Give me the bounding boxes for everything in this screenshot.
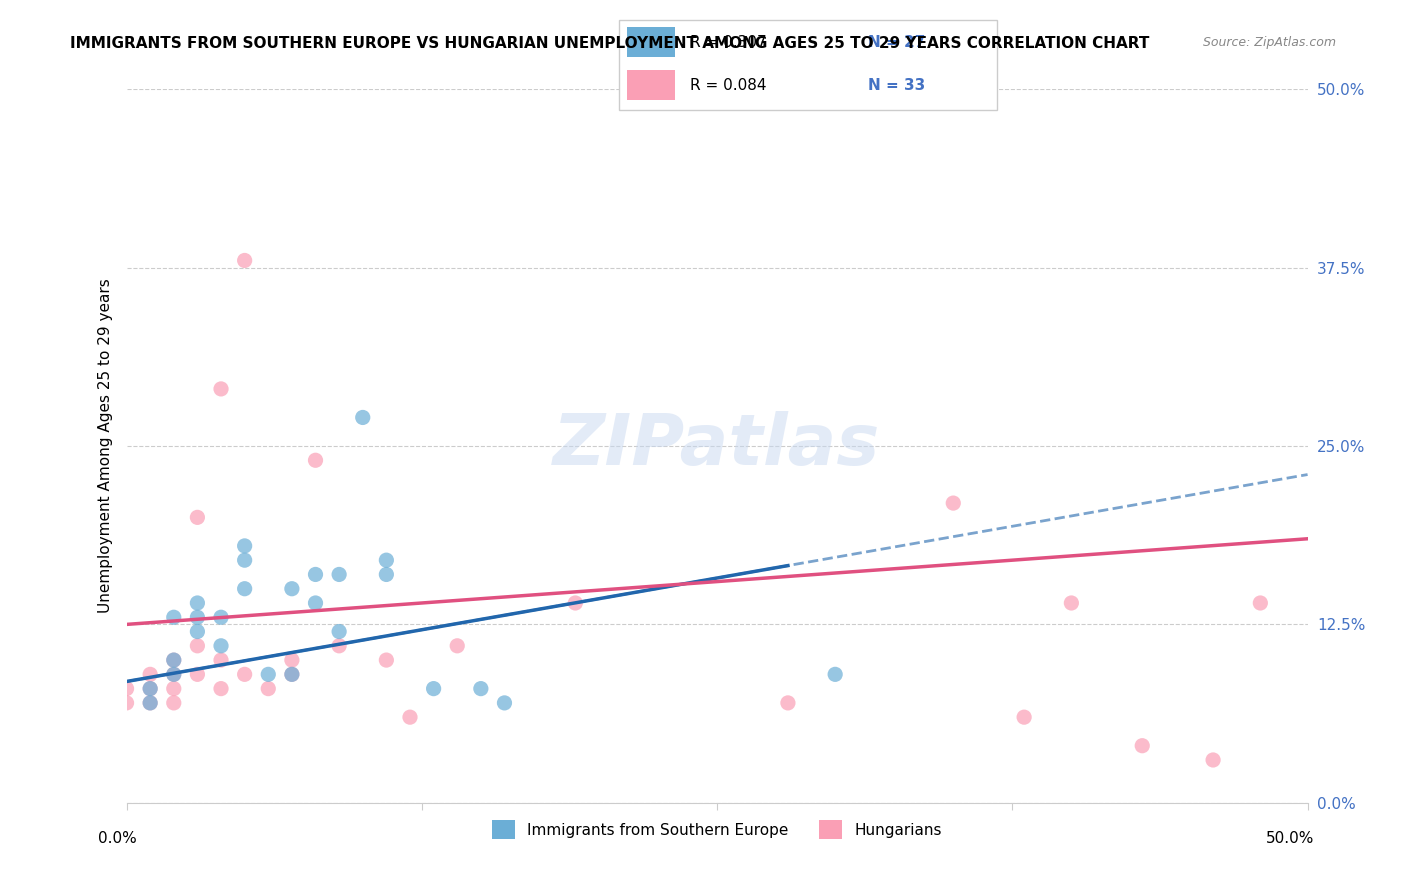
Point xyxy=(352,410,374,425)
Point xyxy=(115,696,138,710)
Text: IMMIGRANTS FROM SOUTHERN EUROPE VS HUNGARIAN UNEMPLOYMENT AMONG AGES 25 TO 29 YE: IMMIGRANTS FROM SOUTHERN EUROPE VS HUNGA… xyxy=(70,36,1150,51)
Point xyxy=(564,596,586,610)
Point xyxy=(186,610,208,624)
Point xyxy=(233,553,256,567)
Point xyxy=(139,696,162,710)
Point xyxy=(257,667,280,681)
Point xyxy=(422,681,444,696)
Point xyxy=(304,567,326,582)
Point xyxy=(1249,596,1271,610)
Point xyxy=(304,453,326,467)
Point xyxy=(209,639,232,653)
Point xyxy=(163,653,186,667)
Point xyxy=(163,610,186,624)
Text: Source: ZipAtlas.com: Source: ZipAtlas.com xyxy=(1202,36,1336,49)
Point xyxy=(281,667,304,681)
Point xyxy=(209,653,232,667)
Point xyxy=(139,696,162,710)
Text: R = 0.084: R = 0.084 xyxy=(690,78,766,93)
Point xyxy=(776,696,799,710)
Point xyxy=(375,653,398,667)
Point xyxy=(233,253,256,268)
Point xyxy=(470,681,492,696)
Y-axis label: Unemployment Among Ages 25 to 29 years: Unemployment Among Ages 25 to 29 years xyxy=(97,278,112,614)
Point xyxy=(328,639,350,653)
Point xyxy=(233,582,256,596)
Point xyxy=(942,496,965,510)
Point xyxy=(186,596,208,610)
Text: 50.0%: 50.0% xyxy=(1267,831,1315,846)
Point xyxy=(163,667,186,681)
Point xyxy=(824,667,846,681)
Point xyxy=(375,553,398,567)
Point xyxy=(186,624,208,639)
Point xyxy=(446,639,468,653)
Point xyxy=(233,539,256,553)
Point xyxy=(139,681,162,696)
Point xyxy=(281,653,304,667)
Text: ZIPatlas: ZIPatlas xyxy=(554,411,880,481)
Point xyxy=(281,667,304,681)
Point xyxy=(375,567,398,582)
Point xyxy=(1012,710,1035,724)
FancyBboxPatch shape xyxy=(627,70,675,100)
Point xyxy=(281,582,304,596)
Point xyxy=(1130,739,1153,753)
Point xyxy=(139,667,162,681)
Point xyxy=(1202,753,1225,767)
Point xyxy=(209,681,232,696)
Point xyxy=(328,567,350,582)
Point xyxy=(1060,596,1083,610)
Point xyxy=(186,639,208,653)
Text: 0.0%: 0.0% xyxy=(98,831,138,846)
Text: N = 27: N = 27 xyxy=(868,35,925,50)
Point xyxy=(233,667,256,681)
Point xyxy=(494,696,516,710)
FancyBboxPatch shape xyxy=(620,20,997,110)
Point xyxy=(186,510,208,524)
Point xyxy=(399,710,422,724)
Text: R = 0.307: R = 0.307 xyxy=(690,35,766,50)
Legend: Immigrants from Southern Europe, Hungarians: Immigrants from Southern Europe, Hungari… xyxy=(486,814,948,845)
Point xyxy=(257,681,280,696)
Point xyxy=(163,681,186,696)
Point xyxy=(115,681,138,696)
Text: N = 33: N = 33 xyxy=(868,78,925,93)
Point xyxy=(304,596,326,610)
Point xyxy=(163,696,186,710)
Point xyxy=(163,653,186,667)
Point xyxy=(328,624,350,639)
FancyBboxPatch shape xyxy=(627,28,675,57)
Point xyxy=(163,667,186,681)
Point xyxy=(209,382,232,396)
Point xyxy=(209,610,232,624)
Point xyxy=(139,681,162,696)
Point xyxy=(186,667,208,681)
